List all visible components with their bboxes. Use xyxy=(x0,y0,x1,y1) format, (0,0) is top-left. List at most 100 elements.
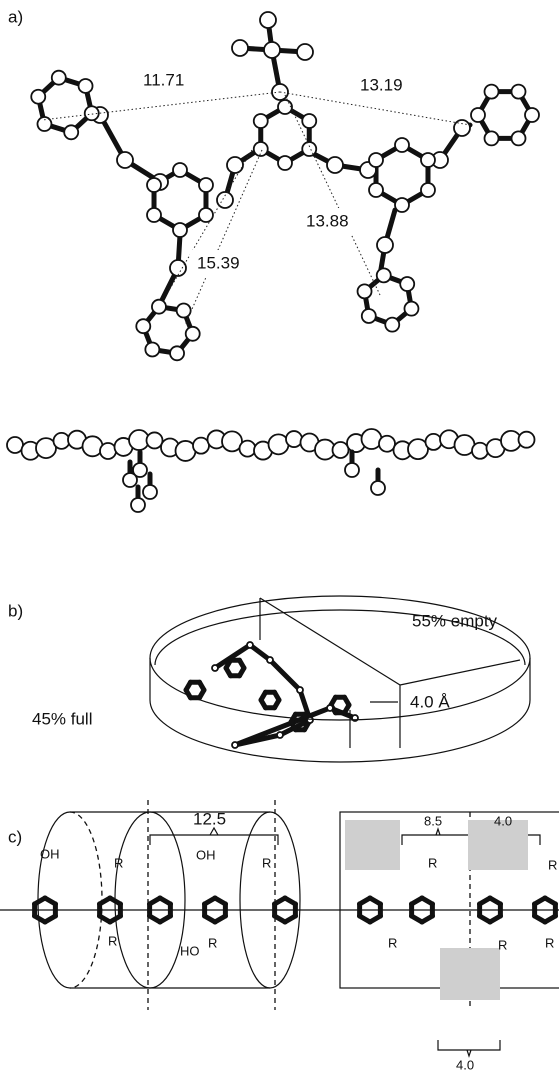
atom xyxy=(170,346,184,360)
atom xyxy=(143,485,157,499)
atom xyxy=(170,260,186,276)
hydroxyl: HO xyxy=(180,943,200,958)
substituent: R xyxy=(262,855,271,870)
bond xyxy=(275,692,280,700)
atom xyxy=(173,223,187,237)
brace xyxy=(150,828,278,845)
distance-label: 13.19 xyxy=(360,75,403,94)
atom xyxy=(278,100,292,114)
atom xyxy=(100,443,116,459)
annotation: 45% full xyxy=(32,709,92,728)
substituent: R xyxy=(208,935,217,950)
atom xyxy=(345,463,359,477)
atom xyxy=(485,131,499,145)
distance-line xyxy=(185,150,262,325)
atom xyxy=(371,481,385,495)
dimension: 12.5 xyxy=(193,809,226,828)
dendron-box xyxy=(345,820,400,870)
atom xyxy=(227,157,243,173)
atom xyxy=(512,85,526,99)
atom xyxy=(247,642,253,648)
atom xyxy=(52,71,66,85)
atom xyxy=(302,142,316,156)
atom xyxy=(260,12,276,28)
atom xyxy=(54,433,70,449)
substituent: R xyxy=(498,937,507,952)
atom xyxy=(400,277,414,291)
substituent: R xyxy=(114,855,123,870)
panel-label: c) xyxy=(8,827,22,846)
atom xyxy=(297,44,313,60)
bond xyxy=(345,697,350,705)
distance-label: 13.88 xyxy=(306,211,349,230)
atom xyxy=(240,441,256,457)
distance-label: 11.71 xyxy=(143,70,184,89)
atom xyxy=(147,208,161,222)
atom xyxy=(525,108,539,122)
distance-line xyxy=(285,95,380,295)
substituent: R xyxy=(428,855,437,870)
cylinder-end-hidden xyxy=(70,812,102,988)
bond xyxy=(235,708,330,745)
hydroxyl: OH xyxy=(40,846,60,861)
substituent: R xyxy=(548,857,557,872)
atom xyxy=(385,318,399,332)
atom xyxy=(519,432,535,448)
atom xyxy=(278,156,292,170)
figure: a) 11.71 13.19 13.88 15.39 b) 55% empty … xyxy=(0,0,559,1088)
substituent: R xyxy=(545,935,554,950)
atom xyxy=(173,163,187,177)
atom xyxy=(421,153,435,167)
brace xyxy=(438,1040,500,1056)
atom xyxy=(117,152,133,168)
substituent: R xyxy=(388,935,397,950)
bond xyxy=(240,660,245,668)
atom xyxy=(377,268,391,282)
atom xyxy=(152,300,166,314)
bond xyxy=(270,660,300,690)
atom xyxy=(379,436,395,452)
atom xyxy=(147,432,163,448)
atom xyxy=(264,42,280,58)
panel-label: b) xyxy=(8,601,23,620)
atom xyxy=(79,79,93,93)
atom xyxy=(471,108,485,122)
atom xyxy=(395,198,409,212)
atom xyxy=(377,237,393,253)
distance-line xyxy=(42,92,280,120)
atom xyxy=(147,178,161,192)
atom xyxy=(31,90,45,104)
dimension: 4.0 xyxy=(494,813,512,828)
atom xyxy=(7,437,23,453)
atom xyxy=(123,473,137,487)
page: {"panel_a": {"label": "a)", "distances":… xyxy=(0,0,559,1088)
substituent: R xyxy=(108,933,117,948)
atom xyxy=(485,85,499,99)
atom xyxy=(327,705,333,711)
atom xyxy=(277,732,283,738)
atom xyxy=(472,443,488,459)
atom xyxy=(297,687,303,693)
atom xyxy=(307,717,313,723)
dimension: 8.5 xyxy=(424,813,442,828)
atom xyxy=(395,138,409,152)
atom xyxy=(177,304,191,318)
dendron-box xyxy=(440,948,500,1000)
atom xyxy=(64,125,78,139)
atom xyxy=(358,284,372,298)
hydroxyl: OH xyxy=(196,847,216,862)
atom xyxy=(136,319,150,333)
atom xyxy=(362,309,376,323)
panel-label: a) xyxy=(8,7,23,26)
cylinder-scheme xyxy=(0,800,559,1056)
atom xyxy=(421,183,435,197)
atom xyxy=(131,498,145,512)
annotation: 55% empty xyxy=(412,611,498,630)
atom xyxy=(286,431,302,447)
dimension: 4.0 xyxy=(456,1057,474,1072)
annotation: 4.0 Å xyxy=(410,692,450,711)
atom xyxy=(267,657,273,663)
atom xyxy=(232,40,248,56)
distance-label: 15.39 xyxy=(197,253,240,272)
atom xyxy=(454,120,470,136)
